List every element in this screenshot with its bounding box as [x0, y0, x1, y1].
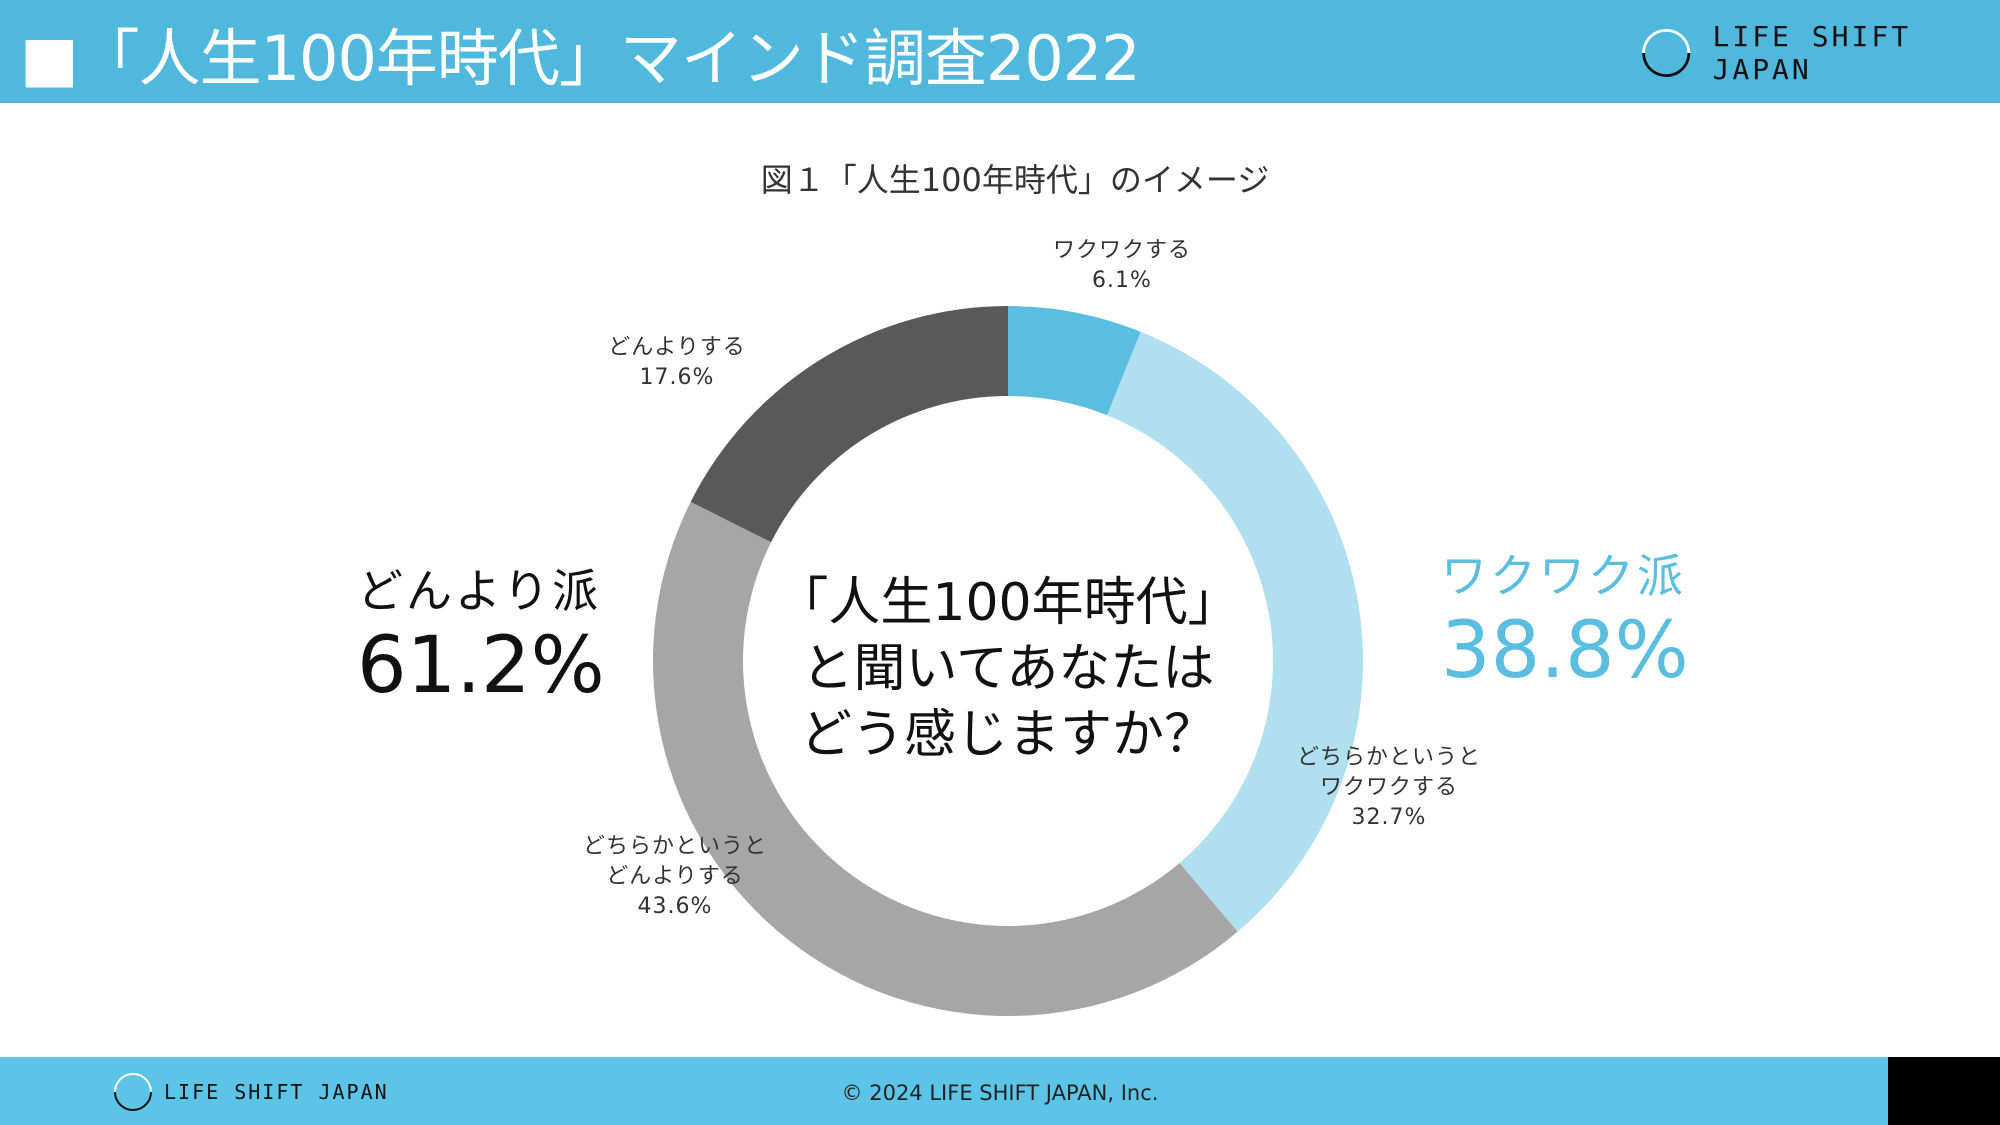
- slice-label-2: どちらかというと どんよりする 43.6%: [582, 834, 768, 919]
- chart-title: 図１「人生100年時代」のイメージ: [760, 161, 1270, 199]
- footer-black-block: [1888, 1057, 2000, 1125]
- footer-logo-text: LIFE SHIFT JAPAN: [164, 1080, 389, 1104]
- group-donyori: どんより派 61.2%: [357, 564, 605, 711]
- donut-slice-1: [1107, 331, 1363, 932]
- center-question: 「人生100年時代」 と聞いてあなたは どう感じますか？: [776, 573, 1240, 765]
- logo-circle-icon: [1642, 29, 1691, 77]
- footer-logo: LIFE SHIFT JAPAN: [112, 1071, 389, 1113]
- logo-text: LIFE SHIFT JAPAN: [1712, 20, 1912, 86]
- slice-label-0: ワクワクする 6.1%: [1052, 238, 1192, 293]
- group-wakuwaku: ワクワク派 38.8%: [1441, 549, 1689, 696]
- page-title: ■「人生100年時代」マインド調査2022: [20, 22, 1141, 95]
- header-bar: [0, 0, 2000, 103]
- copyright: © 2024 LIFE SHIFT JAPAN, Inc.: [841, 1081, 1159, 1105]
- logo-circle-icon: [114, 1073, 152, 1111]
- footer-bar: [0, 1057, 1888, 1125]
- logo: LIFE SHIFT JAPAN: [1640, 20, 2000, 86]
- slice-label-1: どちらかというと ワクワクする 32.7%: [1296, 745, 1482, 830]
- donut-slice-0: [1008, 306, 1141, 416]
- slice-label-3: どんよりする 17.6%: [608, 335, 746, 390]
- donut-slice-2: [653, 501, 1238, 1016]
- donut-slice-3: [690, 306, 1008, 543]
